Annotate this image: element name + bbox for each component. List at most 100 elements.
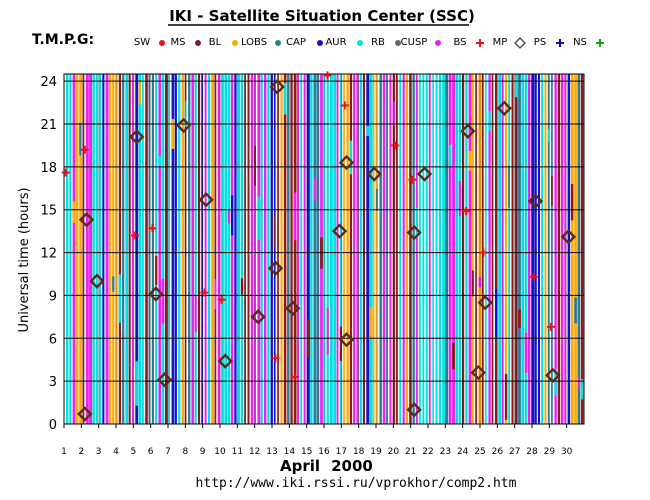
stripe xyxy=(343,74,345,424)
stripe xyxy=(247,74,250,424)
stripe xyxy=(485,74,487,424)
mp-point xyxy=(338,332,355,348)
stripe xyxy=(82,74,85,424)
stripe-segment xyxy=(508,165,510,208)
bs-point xyxy=(462,207,471,216)
stripe-segment xyxy=(240,278,244,295)
stripe xyxy=(511,74,514,424)
y-tick-label: 18 xyxy=(40,161,57,176)
stripe xyxy=(452,74,455,424)
stripe xyxy=(438,74,442,424)
stripe xyxy=(191,74,195,424)
stripe xyxy=(435,74,438,424)
legend-marker-bl xyxy=(232,40,238,46)
x-tick-label: 20 xyxy=(388,447,400,457)
stripe xyxy=(221,74,224,424)
mp-point xyxy=(460,123,476,139)
stripe xyxy=(89,74,92,424)
bs-point xyxy=(479,248,488,257)
legend-marker-ms xyxy=(195,40,201,46)
x-tick-label: 4 xyxy=(113,447,119,457)
stripe-segment xyxy=(349,140,353,175)
stripe xyxy=(287,74,290,424)
stripe xyxy=(204,74,207,424)
stripe-segment xyxy=(574,297,577,324)
stripe-segment xyxy=(171,119,175,149)
stripe-segment xyxy=(214,279,217,310)
stripe-segment xyxy=(547,128,550,142)
legend-label-sw: SW xyxy=(134,37,150,48)
x-tick-label: 26 xyxy=(492,447,504,457)
stripe xyxy=(501,74,504,424)
stripe xyxy=(168,74,170,424)
stripe xyxy=(369,74,373,424)
stripe xyxy=(372,74,375,424)
stripe xyxy=(231,74,234,424)
stripe-segment xyxy=(392,101,395,126)
x-tick-label: 3 xyxy=(96,447,102,457)
stripe xyxy=(75,74,79,424)
stripe xyxy=(297,74,300,424)
x-tick-label: 30 xyxy=(561,447,573,457)
mp-point xyxy=(470,364,486,381)
stripe xyxy=(455,74,459,424)
bs-point xyxy=(61,168,70,177)
mp-point xyxy=(406,224,422,241)
x-tick-label: 7 xyxy=(165,447,171,457)
stripe xyxy=(66,74,69,424)
x-tick-label: 2 xyxy=(78,447,84,457)
x-tick-label: 15 xyxy=(301,447,312,457)
stripe xyxy=(310,74,313,424)
legend-label-ns: NS xyxy=(573,37,587,48)
legend-label-mp: MP xyxy=(493,37,508,48)
x-tick-label: 1 xyxy=(61,447,67,457)
stripe xyxy=(346,74,349,424)
footer-url: http://www.iki.rssi.ru/vprokhor/comp2.ht… xyxy=(196,476,517,491)
y-tick-label: 15 xyxy=(40,204,57,219)
mp-point xyxy=(78,212,95,228)
stripe xyxy=(567,74,571,424)
stripe xyxy=(273,74,276,424)
stripe xyxy=(554,74,557,424)
stripe xyxy=(237,74,241,424)
stripe-segment xyxy=(231,195,234,236)
stripe-segment xyxy=(254,146,256,186)
stripe xyxy=(118,74,121,424)
stripe xyxy=(580,74,584,424)
legend-marker-cap xyxy=(317,40,323,46)
stripe xyxy=(349,74,353,424)
stripe-segment xyxy=(580,378,584,400)
stripe xyxy=(108,74,112,424)
bs-point xyxy=(148,224,157,233)
stripe xyxy=(475,74,477,424)
stripe-segment xyxy=(293,192,297,241)
stripe xyxy=(155,74,158,424)
stripe-segment xyxy=(518,309,521,329)
mp-point xyxy=(477,294,493,311)
legend-marker-ps xyxy=(556,39,564,47)
stripe xyxy=(323,74,326,424)
stripe xyxy=(570,74,574,424)
stripe xyxy=(429,74,431,424)
stripe-segment xyxy=(570,184,574,221)
stripe xyxy=(211,74,215,424)
y-tick-label: 24 xyxy=(40,75,57,90)
stripe xyxy=(174,74,177,424)
legend-marker-ns xyxy=(596,39,604,47)
x-tick-label: 17 xyxy=(336,447,347,457)
stripe xyxy=(194,74,197,424)
stripe xyxy=(356,74,359,424)
x-tick-label: 13 xyxy=(266,447,277,457)
stripe-segment xyxy=(471,270,474,297)
y-tick-label: 12 xyxy=(40,247,57,262)
stripe xyxy=(468,74,472,424)
x-tick-label: 25 xyxy=(474,447,485,457)
stripe-segment xyxy=(339,326,342,362)
x-tick-label: 24 xyxy=(457,447,469,457)
stripe-segment xyxy=(376,188,378,211)
stripe-segment xyxy=(369,306,373,340)
stripe xyxy=(95,74,98,424)
stripe-segment xyxy=(79,123,82,156)
stripe-segment xyxy=(521,326,524,360)
stripe xyxy=(69,74,72,424)
